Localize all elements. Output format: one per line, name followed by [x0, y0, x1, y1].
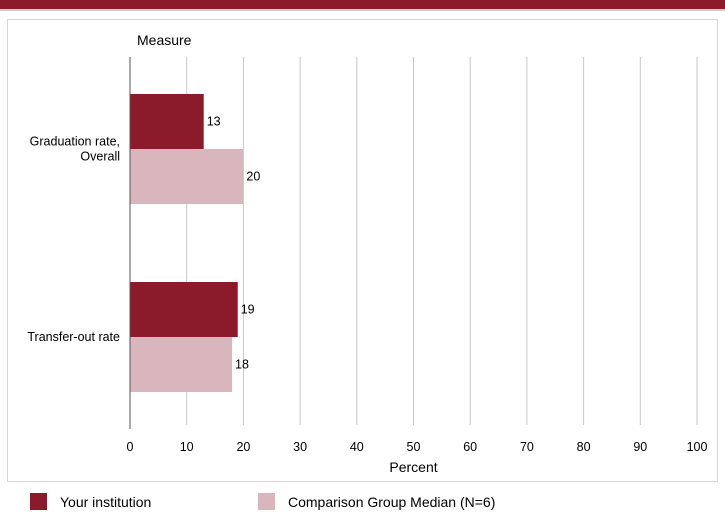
bar-value-label: 19: [241, 303, 255, 317]
x-tick-label: 20: [236, 440, 250, 454]
bars: [130, 94, 244, 392]
bar-value-label: 13: [207, 115, 221, 129]
grid-lines: [186, 57, 698, 425]
legend: Your institution Comparison Group Median…: [0, 488, 725, 512]
x-tick-label: 0: [127, 440, 134, 454]
legend-swatch-your-institution: [30, 493, 47, 510]
x-tick-label: 30: [293, 440, 307, 454]
bar-chart: 13 19 20 18 0 10 20 30 40 50 60 70 80 90 100 Graduatio…: [27, 32, 707, 475]
axes: 0 10 20 30 40 50 60 70 80 90 100 Graduation rate, Ov…: [27, 57, 707, 454]
x-tick-label: 100: [687, 440, 708, 454]
bar-value-label: 20: [246, 170, 260, 184]
chart-frame: [7, 19, 718, 482]
x-tick-label: 50: [407, 440, 421, 454]
x-tick-label: 80: [577, 440, 591, 454]
legend-swatch-comparison-group: [258, 493, 275, 510]
bar: [130, 94, 204, 149]
x-tick-label: 70: [520, 440, 534, 454]
category-label: Graduation rate, Overall: [30, 135, 120, 164]
bar: [130, 149, 244, 204]
y-axis-title: Measure: [137, 32, 192, 48]
x-tick-label: 10: [180, 440, 194, 454]
bar-value-label: 18: [235, 358, 249, 372]
top-bar-shadow: [0, 9, 725, 11]
legend-label-comparison-group: Comparison Group Median (N=6): [288, 494, 496, 510]
bar: [130, 337, 233, 392]
legend-label-your-institution: Your institution: [60, 494, 152, 510]
x-tick-label: 40: [350, 440, 364, 454]
data-labels: 13 19 20 18: [207, 115, 261, 372]
x-axis-title: Percent: [389, 459, 437, 475]
x-tick-label: 60: [463, 440, 477, 454]
category-label: Transfer-out rate: [27, 330, 120, 344]
bar: [130, 282, 238, 337]
x-tick-label: 90: [633, 440, 647, 454]
top-accent-bar: [0, 0, 725, 9]
